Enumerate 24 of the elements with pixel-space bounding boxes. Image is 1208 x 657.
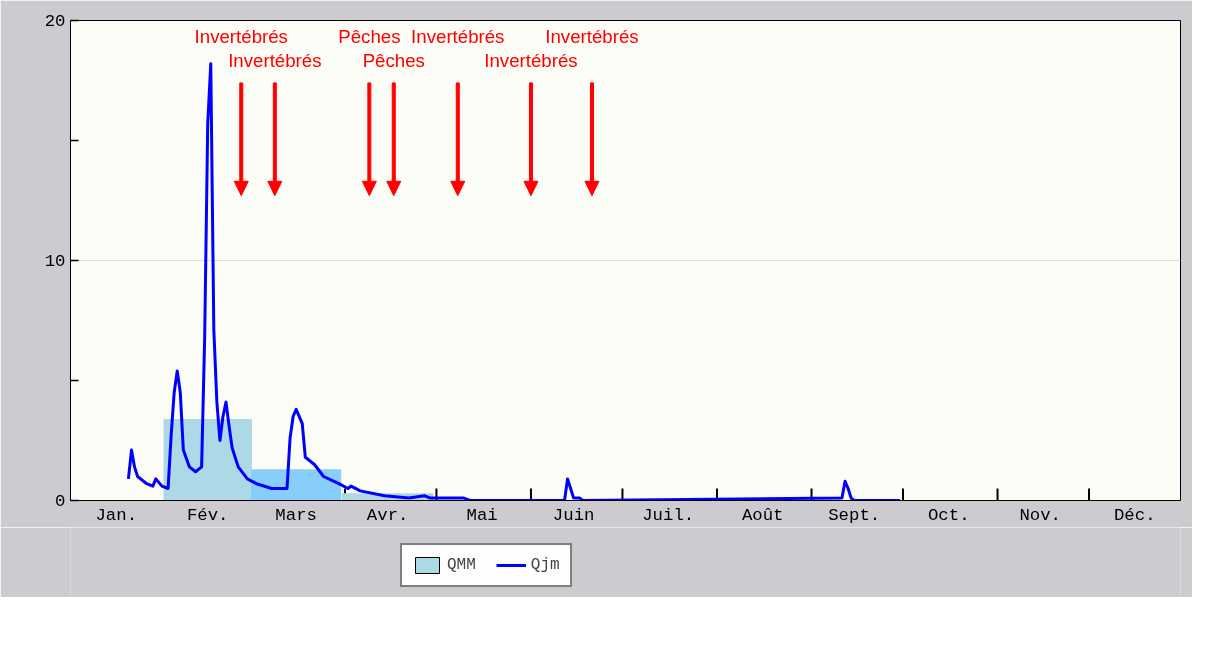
x-tick-label: Juin [552,505,595,525]
x-tick-label: Oct. [927,505,970,525]
ref-line-label: Pêches [338,25,401,47]
legend-label: QMM [447,556,476,574]
x-tick-label: Sept. [828,505,881,525]
ref-line-label: Invertébrés [194,25,288,47]
x-tick-label: Jan. [95,505,138,525]
legend-label: Qjm [530,556,560,574]
ref-line-label: Invertébrés [411,25,505,47]
ref-line-label: Invertébrés [545,25,639,47]
y-tick-label: 20 [44,12,66,31]
x-tick-label: Mai [466,505,498,525]
ref-line-label: Invertébrés [228,49,322,71]
x-tick-label: Juil. [642,505,695,525]
x-tick-label: Mars [275,505,317,525]
x-tick-label: Nov. [1019,505,1062,525]
y-tick-label: 10 [44,252,66,271]
x-tick-label: Déc. [1113,505,1156,525]
ref-line-label: Invertébrés [484,49,578,71]
ref-line-label: Pêches [362,49,425,71]
x-tick-label: Fév. [186,505,229,525]
x-tick-label: Avr. [366,505,409,525]
y-tick-label: 0 [55,492,66,511]
x-tick-label: Août [741,505,784,525]
